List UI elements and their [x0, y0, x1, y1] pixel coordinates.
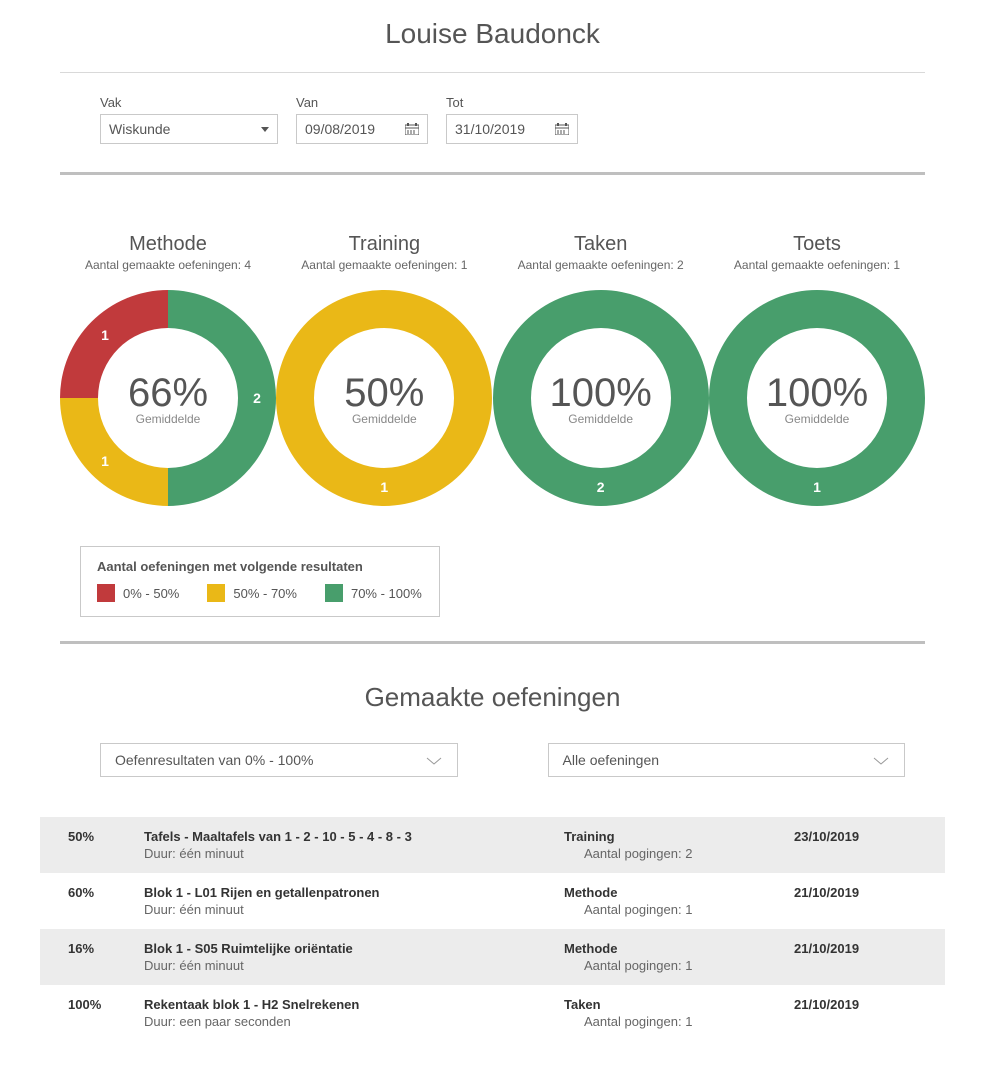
type-filter-value: Alle oefeningen	[563, 752, 660, 768]
legend-swatch	[325, 584, 343, 602]
legend-title: Aantal oefeningen met volgende resultate…	[97, 559, 423, 574]
subject-label: Vak	[100, 95, 278, 110]
row-duration: Duur: één minuut	[144, 846, 564, 861]
row-date: 21/10/2019	[794, 941, 917, 973]
row-category-name: Taken	[564, 997, 794, 1012]
donut-card: Methode Aantal gemaakte oefeningen: 4 2116…	[60, 233, 276, 506]
donut-chart: 150%Gemiddelde	[276, 290, 492, 506]
row-attempts: Aantal pogingen: 1	[564, 1014, 794, 1029]
legend-label: 0% - 50%	[123, 586, 179, 601]
row-attempts: Aantal pogingen: 2	[564, 846, 794, 861]
results-filter-value: Oefenresultaten van 0% - 100%	[115, 752, 313, 768]
donut-center: 100%Gemiddelde	[709, 290, 925, 506]
row-title: Blok 1 - S05 Ruimtelijke oriëntatie	[144, 941, 564, 956]
donut-title: Training	[276, 233, 492, 256]
subject-value: Wiskunde	[109, 121, 170, 137]
from-label: Van	[296, 95, 428, 110]
donut-title: Taken	[493, 233, 709, 256]
donut-card: Toets Aantal gemaakte oefeningen: 1 1100%G…	[709, 233, 925, 506]
donut-center: 66%Gemiddelde	[60, 290, 276, 506]
row-title: Blok 1 - L01 Rijen en getallenpatronen	[144, 885, 564, 900]
legend-swatch	[207, 584, 225, 602]
row-date: 21/10/2019	[794, 885, 917, 917]
row-category-name: Training	[564, 829, 794, 844]
legend-item: 70% - 100%	[325, 584, 422, 602]
donut-average-label: Gemiddelde	[352, 412, 417, 426]
donut-chart: 1100%Gemiddelde	[709, 290, 925, 506]
donut-row: Methode Aantal gemaakte oefeningen: 4 2116…	[0, 175, 985, 516]
legend-item: 0% - 50%	[97, 584, 179, 602]
from-date-value: 09/08/2019	[305, 121, 375, 137]
row-category: Taken Aantal pogingen: 1	[564, 997, 794, 1029]
subject-select[interactable]: Wiskunde	[100, 114, 278, 144]
row-category: Methode Aantal pogingen: 1	[564, 885, 794, 917]
donut-card: Taken Aantal gemaakte oefeningen: 2 2100%G…	[493, 233, 709, 506]
row-date: 21/10/2019	[794, 997, 917, 1029]
row-title: Rekentaak blok 1 - H2 Snelrekenen	[144, 997, 564, 1012]
donut-center: 50%Gemiddelde	[276, 290, 492, 506]
row-percentage: 100%	[68, 997, 144, 1029]
donut-subtitle: Aantal gemaakte oefeningen: 2	[493, 258, 709, 272]
table-row[interactable]: 100%Rekentaak blok 1 - H2 Snelrekenen Duu…	[40, 985, 945, 1041]
row-main: Blok 1 - L01 Rijen en getallenpatronen Du…	[144, 885, 564, 917]
exercises-table: 50%Tafels - Maaltafels van 1 - 2 - 10 - …	[40, 817, 945, 1041]
row-category-name: Methode	[564, 885, 794, 900]
donut-percentage: 66%	[128, 371, 208, 416]
exercises-heading: Gemaakte oefeningen	[0, 644, 985, 743]
row-duration: Duur: een paar seconden	[144, 1014, 564, 1029]
from-date-input[interactable]: 09/08/2019	[296, 114, 428, 144]
table-row[interactable]: 50%Tafels - Maaltafels van 1 - 2 - 10 - …	[40, 817, 945, 873]
donut-center: 100%Gemiddelde	[493, 290, 709, 506]
row-main: Blok 1 - S05 Ruimtelijke oriëntatie Duur:…	[144, 941, 564, 973]
type-filter-select[interactable]: Alle oefeningen	[548, 743, 906, 777]
row-duration: Duur: één minuut	[144, 958, 564, 973]
donut-percentage: 100%	[766, 371, 868, 416]
legend-swatch	[97, 584, 115, 602]
chevron-down-icon	[872, 754, 890, 766]
row-main: Tafels - Maaltafels van 1 - 2 - 10 - 5 -…	[144, 829, 564, 861]
page-title: Louise Baudonck	[0, 0, 985, 72]
donut-percentage: 50%	[344, 371, 424, 416]
legend-item: 50% - 70%	[207, 584, 297, 602]
table-row[interactable]: 60%Blok 1 - L01 Rijen en getallenpatrone…	[40, 873, 945, 929]
donut-card: Training Aantal gemaakte oefeningen: 1 150…	[276, 233, 492, 506]
row-percentage: 16%	[68, 941, 144, 973]
row-attempts: Aantal pogingen: 1	[564, 902, 794, 917]
donut-subtitle: Aantal gemaakte oefeningen: 4	[60, 258, 276, 272]
row-title: Tafels - Maaltafels van 1 - 2 - 10 - 5 -…	[144, 829, 564, 844]
chevron-down-icon	[425, 754, 443, 766]
calendar-icon	[555, 123, 569, 135]
to-date-input[interactable]: 31/10/2019	[446, 114, 578, 144]
row-date: 23/10/2019	[794, 829, 917, 861]
to-date-value: 31/10/2019	[455, 121, 525, 137]
donut-chart: 21166%Gemiddelde	[60, 290, 276, 506]
filter-bar: Vak Wiskunde Van 09/08/2019 Tot 31/10/20…	[0, 73, 985, 172]
to-label: Tot	[446, 95, 578, 110]
row-category-name: Methode	[564, 941, 794, 956]
donut-title: Methode	[60, 233, 276, 256]
row-main: Rekentaak blok 1 - H2 Snelrekenen Duur: e…	[144, 997, 564, 1029]
exercises-filters: Oefenresultaten van 0% - 100% Alle oefen…	[0, 743, 985, 817]
row-category: Methode Aantal pogingen: 1	[564, 941, 794, 973]
row-percentage: 60%	[68, 885, 144, 917]
donut-subtitle: Aantal gemaakte oefeningen: 1	[709, 258, 925, 272]
row-attempts: Aantal pogingen: 1	[564, 958, 794, 973]
row-duration: Duur: één minuut	[144, 902, 564, 917]
donut-subtitle: Aantal gemaakte oefeningen: 1	[276, 258, 492, 272]
calendar-icon	[405, 123, 419, 135]
row-category: Training Aantal pogingen: 2	[564, 829, 794, 861]
legend-label: 70% - 100%	[351, 586, 422, 601]
legend: Aantal oefeningen met volgende resultate…	[80, 546, 440, 617]
donut-percentage: 100%	[550, 371, 652, 416]
donut-title: Toets	[709, 233, 925, 256]
donut-average-label: Gemiddelde	[785, 412, 850, 426]
donut-average-label: Gemiddelde	[568, 412, 633, 426]
results-filter-select[interactable]: Oefenresultaten van 0% - 100%	[100, 743, 458, 777]
table-row[interactable]: 16%Blok 1 - S05 Ruimtelijke oriëntatie Du…	[40, 929, 945, 985]
row-percentage: 50%	[68, 829, 144, 861]
donut-average-label: Gemiddelde	[136, 412, 201, 426]
legend-label: 50% - 70%	[233, 586, 297, 601]
donut-chart: 2100%Gemiddelde	[493, 290, 709, 506]
